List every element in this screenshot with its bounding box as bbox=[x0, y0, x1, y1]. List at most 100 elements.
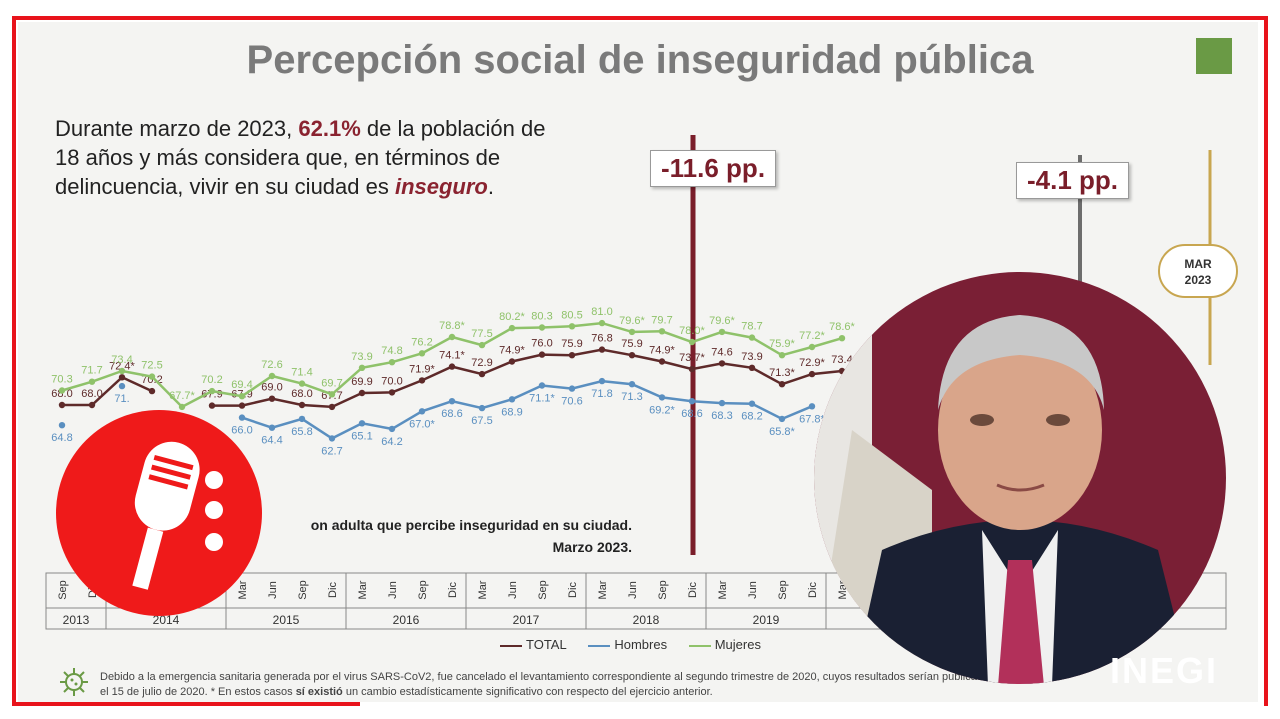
intro-part3: . bbox=[487, 174, 494, 199]
data-point bbox=[388, 425, 396, 433]
data-point bbox=[778, 381, 786, 388]
data-point bbox=[778, 415, 786, 423]
data-point bbox=[718, 399, 726, 407]
data-label: 67.7* bbox=[169, 390, 195, 402]
x-tick-month: Jun bbox=[627, 581, 639, 599]
microphone-icon bbox=[56, 410, 262, 616]
x-tick-month: Jun bbox=[387, 581, 399, 599]
data-point bbox=[268, 424, 276, 431]
data-label: 62.7 bbox=[321, 445, 342, 457]
chart-caption: on adulta que percibe inseguridad en su … bbox=[262, 514, 632, 558]
x-tick-month: Dic bbox=[447, 582, 459, 598]
data-point bbox=[568, 352, 576, 359]
x-tick-month: Mar bbox=[477, 580, 489, 599]
data-label: 67.0* bbox=[409, 418, 435, 430]
intro-part1: Durante marzo de 2023, bbox=[55, 116, 299, 141]
intro-text: Durante marzo de 2023, 62.1% de la pobla… bbox=[55, 114, 575, 201]
inegi-watermark: INEGI bbox=[1110, 650, 1219, 691]
data-label: 74.6 bbox=[711, 346, 732, 358]
data-point bbox=[298, 415, 306, 423]
data-label: 70.6 bbox=[561, 396, 582, 408]
data-point bbox=[658, 358, 666, 365]
data-point bbox=[58, 387, 66, 394]
data-point bbox=[268, 372, 276, 380]
data-point bbox=[388, 359, 396, 366]
data-label: 73.4 bbox=[831, 354, 852, 366]
data-label: 71.7 bbox=[81, 365, 102, 377]
data-label: 80.5 bbox=[561, 309, 582, 321]
data-label: 74.1* bbox=[439, 350, 465, 362]
data-label: 73.9 bbox=[351, 351, 372, 363]
x-tick-year: 2019 bbox=[753, 613, 780, 627]
footnote-text1: Debido a la emergencia sanitaria generad… bbox=[100, 671, 995, 698]
badge-mar-2023: MAR 2023 bbox=[1158, 244, 1238, 298]
data-point bbox=[418, 350, 426, 357]
x-tick-month: Jun bbox=[507, 581, 519, 599]
data-point bbox=[508, 396, 516, 403]
data-point bbox=[238, 393, 246, 400]
data-label: 70.3 bbox=[51, 374, 72, 386]
data-point bbox=[568, 323, 576, 330]
data-label: 72.4* bbox=[109, 360, 135, 372]
data-point bbox=[358, 389, 366, 397]
data-label: 68.0 bbox=[51, 388, 72, 400]
data-label: 68.2 bbox=[741, 411, 762, 423]
data-point bbox=[118, 382, 126, 390]
x-tick-year: 2018 bbox=[633, 613, 660, 627]
data-label: 78.8* bbox=[439, 320, 465, 332]
x-tick-month: Sep bbox=[297, 580, 309, 600]
data-point bbox=[448, 363, 456, 370]
legend-label-men: Hombres bbox=[614, 637, 668, 652]
data-label: 78.0* bbox=[679, 325, 705, 337]
data-label: 71.8 bbox=[591, 388, 612, 400]
data-point bbox=[538, 324, 546, 331]
data-label: 74.8 bbox=[381, 345, 402, 357]
data-point bbox=[448, 398, 456, 405]
slide-title: Percepción social de inseguridad pública bbox=[246, 38, 1034, 82]
data-point bbox=[748, 400, 756, 407]
x-tick-month: Sep bbox=[417, 580, 429, 600]
data-label: 73.7* bbox=[679, 352, 705, 364]
intro-percent: 62.1% bbox=[298, 116, 361, 141]
data-label: 67.5 bbox=[471, 415, 492, 427]
data-point bbox=[148, 373, 156, 380]
data-point bbox=[478, 404, 486, 412]
x-tick-month: Jun bbox=[267, 581, 279, 599]
frame-right-border bbox=[1264, 16, 1268, 706]
data-point bbox=[358, 364, 366, 371]
x-tick-year: 2014 bbox=[153, 613, 180, 627]
data-point bbox=[238, 402, 246, 409]
data-label: 80.3 bbox=[531, 311, 552, 323]
data-label: 70.2 bbox=[201, 374, 222, 386]
data-label: 67.8* bbox=[799, 413, 825, 425]
data-label: 71.3* bbox=[769, 367, 795, 379]
data-label: 75.9* bbox=[769, 338, 795, 350]
data-point bbox=[778, 352, 786, 359]
data-label: 69.9 bbox=[351, 376, 372, 388]
data-point bbox=[688, 365, 696, 373]
x-tick-month: Sep bbox=[537, 580, 549, 600]
data-label: 72.5 bbox=[141, 360, 162, 372]
data-label: 71.1* bbox=[529, 393, 555, 405]
data-label: 68.6 bbox=[441, 408, 462, 420]
data-point bbox=[208, 387, 216, 395]
data-label: 79.7 bbox=[651, 314, 672, 326]
data-label: 71.3 bbox=[621, 391, 642, 403]
x-tick-year: 2015 bbox=[273, 613, 300, 627]
data-point bbox=[298, 380, 306, 387]
data-label: 65.1 bbox=[351, 430, 372, 442]
data-point bbox=[808, 343, 816, 351]
data-point bbox=[538, 382, 546, 389]
data-point bbox=[598, 346, 606, 353]
callout-minus-11-6: -11.6 pp. bbox=[650, 150, 777, 187]
data-point bbox=[598, 319, 606, 327]
intro-part2: de la población de 18 años y más conside… bbox=[55, 116, 546, 199]
data-label: 70.0 bbox=[381, 375, 402, 387]
x-tick-month: Sep bbox=[57, 580, 69, 600]
data-label: 81.0 bbox=[591, 306, 612, 318]
data-label: 69.0 bbox=[261, 382, 282, 394]
x-tick-month: Dic bbox=[807, 582, 819, 598]
data-point bbox=[538, 351, 546, 358]
data-point bbox=[58, 422, 66, 429]
x-tick-year: 2013 bbox=[63, 613, 90, 627]
